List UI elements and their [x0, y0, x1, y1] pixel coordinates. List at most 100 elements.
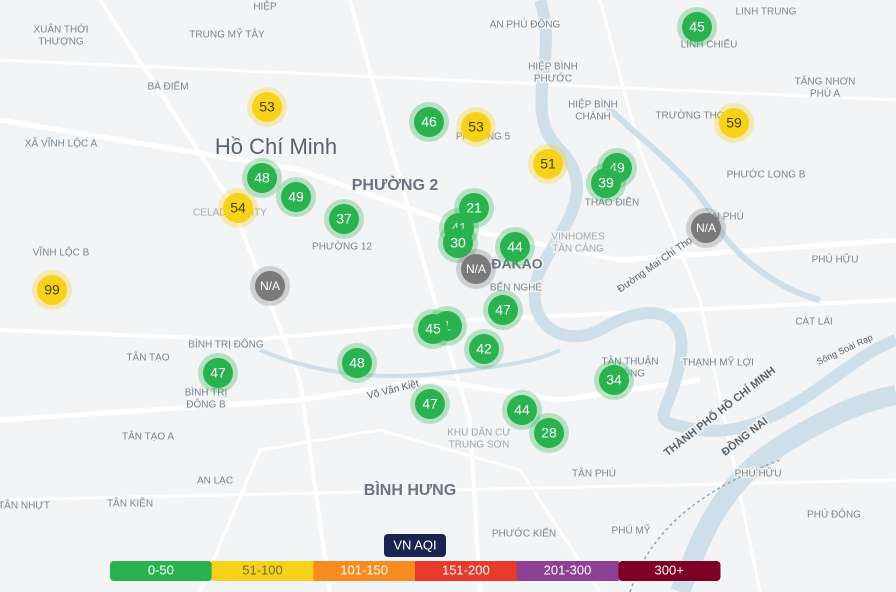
- place-label: LINH TRUNG: [736, 7, 797, 18]
- place-label: HIỆP BÌNH: [568, 98, 618, 111]
- aqi-marker[interactable]: N/A: [250, 266, 290, 306]
- place-label: TĂNG NHƠN: [795, 75, 856, 88]
- marker-dot: [599, 365, 629, 395]
- marker-dot: [223, 193, 253, 223]
- aqi-marker[interactable]: 42: [464, 329, 504, 369]
- marker-value: 48: [349, 355, 365, 371]
- place-label: PHƯỚC KIỂN: [492, 527, 556, 540]
- marker-dot: [461, 254, 491, 284]
- aqi-marker[interactable]: 47: [198, 353, 238, 393]
- aqi-marker[interactable]: 44: [502, 390, 542, 430]
- marker-value: 21: [466, 200, 482, 216]
- marker-value: N/A: [260, 279, 280, 293]
- marker-value: 42: [476, 341, 492, 357]
- aqi-marker[interactable]: 48: [337, 343, 377, 383]
- marker-value: 49: [288, 189, 304, 205]
- aqi-marker[interactable]: 30: [438, 223, 478, 263]
- place-label: AN PHÚ ĐÔNG: [490, 18, 561, 31]
- legend-label: 201-300: [544, 562, 592, 577]
- place-label: ĐAKAO: [491, 256, 542, 272]
- aqi-marker[interactable]: 47: [483, 290, 523, 330]
- aqi-marker[interactable]: 46: [409, 102, 449, 142]
- place-label: BÌNH TRỊ ĐÔNG: [188, 338, 264, 351]
- aqi-marker[interactable]: 37: [324, 199, 364, 239]
- place-label: TÂN TẠO A: [122, 430, 174, 443]
- marker-dot: [418, 314, 448, 344]
- place-label: XUÂN THỚI: [33, 23, 88, 36]
- aqi-marker[interactable]: 54: [218, 188, 258, 228]
- marker-value: 45: [689, 19, 705, 35]
- aqi-marker[interactable]: 49: [276, 177, 316, 217]
- marker-dot: [203, 358, 233, 388]
- legend-title: VN AQI: [393, 537, 436, 552]
- marker-dot: [252, 92, 282, 122]
- place-label: PHÚ ĐÔNG: [807, 508, 861, 521]
- place-label: HIỆP BÌNH: [528, 60, 578, 73]
- aqi-marker[interactable]: 28: [529, 413, 569, 453]
- place-label: THƯỢNG: [38, 37, 84, 48]
- marker-dot: [37, 275, 67, 305]
- aqi-marker[interactable]: 39: [586, 163, 626, 203]
- marker-value: 30: [450, 235, 466, 251]
- aqi-marker[interactable]: 99: [32, 270, 72, 310]
- aqi-marker[interactable]: 34: [594, 360, 634, 400]
- marker-dot: [533, 149, 563, 179]
- marker-dot: [255, 271, 285, 301]
- marker-value: 47: [495, 302, 511, 318]
- marker-value: 47: [210, 365, 226, 381]
- legend-label: 0-50: [148, 562, 174, 577]
- place-label: TÂN PHÚ: [572, 467, 616, 480]
- marker-value: 51: [540, 156, 556, 172]
- place-label: PHÚ HỮU: [735, 467, 782, 480]
- marker-value: 54: [230, 200, 246, 216]
- marker-value: 47: [422, 396, 438, 412]
- marker-value: 34: [606, 372, 622, 388]
- aqi-marker[interactable]: 59: [714, 103, 754, 143]
- aqi-marker[interactable]: N/A: [686, 208, 726, 248]
- marker-dot: [691, 213, 721, 243]
- legend-swatch: [110, 561, 213, 581]
- marker-value: 48: [254, 170, 270, 186]
- aqi-marker[interactable]: 44: [495, 227, 535, 267]
- place-label: THẠNH MỸ LỢI: [682, 356, 754, 369]
- legend-swatch: [313, 561, 416, 581]
- place-label: TRUNG MỸ TÂY: [189, 28, 265, 41]
- marker-dot: [247, 163, 277, 193]
- aqi-marker[interactable]: N/A: [456, 249, 496, 289]
- marker-dot: [534, 418, 564, 448]
- place-label: PHÚ HỮU: [812, 253, 859, 266]
- aqi-marker[interactable]: 53: [456, 107, 496, 147]
- place-label: TRUNG SƠN: [449, 440, 510, 451]
- legend: VN AQI 0-50 51-100 101-150 151-200 201-300 300…: [110, 534, 721, 581]
- aqi-marker[interactable]: 47: [410, 384, 450, 424]
- marker-dot: [507, 395, 537, 425]
- marker-value: 44: [507, 239, 523, 255]
- place-label: CÁT LÁI: [795, 315, 833, 328]
- aqi-marker[interactable]: 51: [528, 144, 568, 184]
- place-label: THẢO ĐIỀN: [585, 196, 639, 209]
- marker-value: 59: [726, 115, 742, 131]
- aqi-marker[interactable]: 48: [242, 158, 282, 198]
- place-label: ĐÔNG B: [186, 398, 226, 411]
- place-label: PHƯỜNG 12: [312, 240, 372, 253]
- place-label: HIỆP: [253, 0, 277, 13]
- place-label: VINHOMES: [551, 232, 605, 243]
- legend-title-box: [384, 534, 446, 557]
- aqi-marker[interactable]: 45: [677, 7, 717, 47]
- marker-dot: [329, 204, 359, 234]
- legend-swatch: [618, 561, 721, 581]
- marker-dot: [461, 112, 491, 142]
- aqi-marker[interactable]: 45: [413, 309, 453, 349]
- marker-dot: [682, 12, 712, 42]
- place-label: XÃ VĨNH LỘC A: [25, 137, 98, 150]
- place-label: PHƯỚC: [534, 72, 572, 85]
- aqi-marker[interactable]: 53: [247, 87, 287, 127]
- place-label: PHÚ MỸ: [612, 524, 651, 537]
- marker-value: 37: [336, 211, 352, 227]
- place-label: PHƯỚC LONG B: [727, 168, 806, 181]
- marker-value: 99: [44, 282, 60, 298]
- place-label: TRƯỜNG THỌ: [655, 109, 724, 122]
- legend-label: 51-100: [242, 562, 282, 577]
